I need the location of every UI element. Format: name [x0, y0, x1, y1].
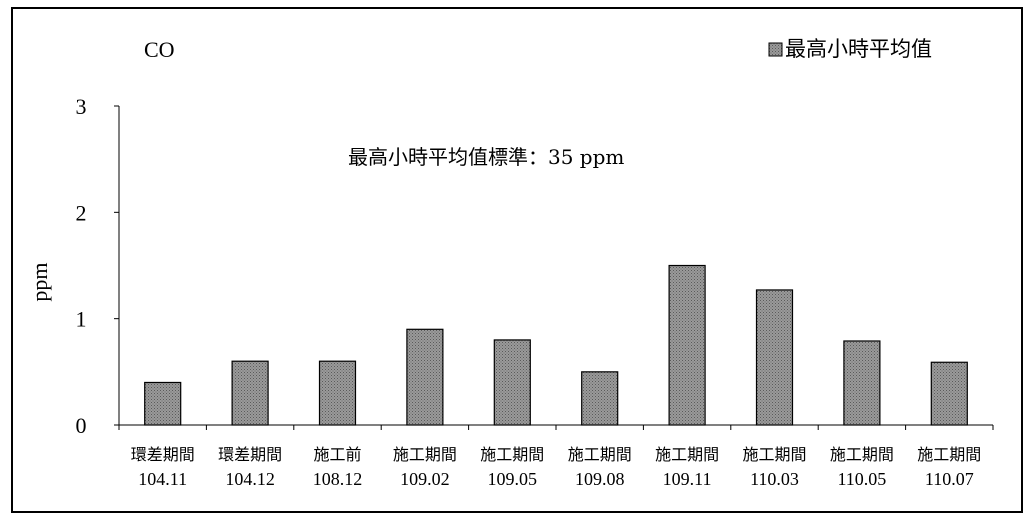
bar — [930, 361, 968, 426]
x-tick-label-date: 109.11 — [663, 469, 712, 489]
x-tick-label-date: 110.07 — [925, 469, 974, 489]
bar — [843, 340, 881, 426]
chart-title: CO — [144, 37, 175, 62]
x-tick-label-date: 110.03 — [750, 469, 799, 489]
legend: 最高小時平均值 — [768, 37, 932, 61]
x-tick-label: 環差期間 — [131, 445, 195, 464]
y-axis-title: ppm — [27, 262, 52, 301]
x-tick-label-date: 109.02 — [400, 469, 450, 489]
bar — [668, 264, 706, 426]
bar — [406, 328, 444, 426]
standard-annotation: 最高小時平均值標準：35 ppm — [348, 145, 624, 169]
bar — [755, 289, 794, 426]
x-tick-label: 施工期間 — [480, 445, 544, 464]
x-tick-label-date: 104.11 — [138, 469, 187, 489]
x-tick-label: 施工期間 — [568, 445, 632, 464]
x-tick-label: 施工期間 — [742, 445, 806, 464]
bar — [493, 339, 531, 426]
chart-frame: CO 最高小時平均值 最高小時平均值標準：35 ppm ppm 0 1 2 3 環差期… — [11, 7, 1023, 513]
legend-label: 最高小時平均值 — [785, 37, 932, 61]
x-tick-label: 施工期間 — [917, 445, 981, 464]
x-tick-label-date: 109.05 — [488, 469, 538, 489]
bar — [318, 360, 357, 426]
bar-chart: CO 最高小時平均值 最高小時平均值標準：35 ppm ppm 0 1 2 3 環差期… — [27, 37, 994, 489]
x-tick-label: 環差期間 — [218, 445, 282, 464]
y-axis: 0 1 2 3 — [76, 94, 120, 438]
y-tick-label: 0 — [76, 413, 87, 438]
bars — [144, 264, 968, 426]
y-tick-label: 1 — [76, 307, 87, 332]
x-tick-label: 施工前 — [313, 445, 361, 464]
y-tick-label: 2 — [76, 200, 87, 225]
bar — [581, 371, 619, 426]
x-tick-label: 施工期間 — [655, 445, 719, 464]
legend-swatch — [768, 42, 783, 57]
y-tick-label: 3 — [76, 94, 87, 119]
x-axis-labels: 環差期間 104.11 環差期間 104.12 施工前 108.12 施工期間 109.02 施… — [118, 424, 994, 489]
bar — [231, 360, 269, 426]
x-tick-label-date: 110.05 — [837, 469, 886, 489]
x-tick-label: 施工期間 — [830, 445, 894, 464]
x-tick-label: 施工期間 — [393, 445, 457, 464]
bar — [144, 381, 182, 426]
x-tick-label-date: 108.12 — [313, 469, 363, 489]
x-tick-label-date: 109.08 — [575, 469, 625, 489]
x-tick-label-date: 104.12 — [225, 469, 275, 489]
